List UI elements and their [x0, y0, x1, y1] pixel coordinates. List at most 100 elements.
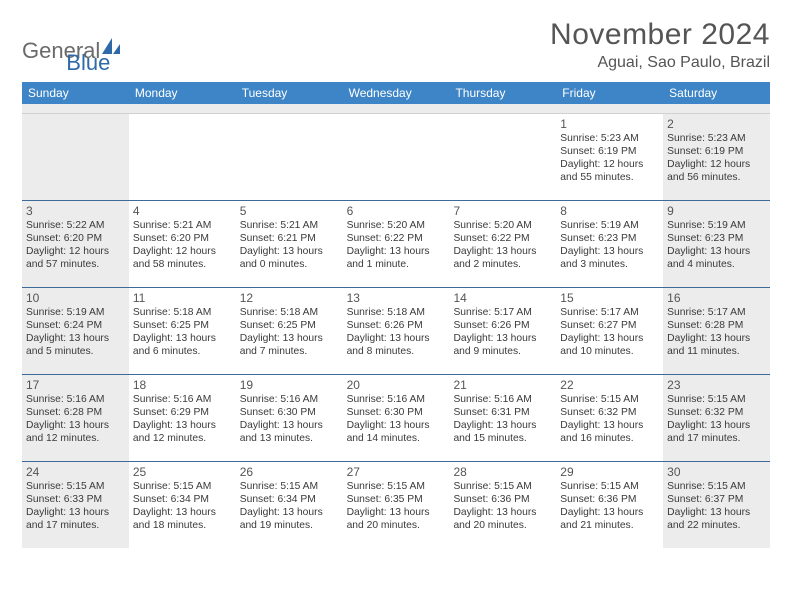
day-number: 7: [453, 204, 552, 219]
daylight-text: Daylight: 13 hours and 16 minutes.: [560, 420, 659, 446]
day-number: 10: [26, 291, 125, 306]
sunrise-text: Sunrise: 5:15 AM: [560, 394, 659, 407]
sunrise-text: Sunrise: 5:19 AM: [667, 220, 766, 233]
sunrise-text: Sunrise: 5:23 AM: [560, 133, 659, 146]
sunset-text: Sunset: 6:23 PM: [560, 233, 659, 246]
day-number: 15: [560, 291, 659, 306]
weeks-container: 1Sunrise: 5:23 AMSunset: 6:19 PMDaylight…: [22, 114, 770, 548]
daylight-text: Daylight: 13 hours and 21 minutes.: [560, 507, 659, 533]
sunset-text: Sunset: 6:24 PM: [26, 320, 125, 333]
sunrise-text: Sunrise: 5:19 AM: [26, 307, 125, 320]
day-number: 30: [667, 465, 766, 480]
day-number: 9: [667, 204, 766, 219]
day-header: Sunday: [22, 82, 129, 104]
sunrise-text: Sunrise: 5:19 AM: [560, 220, 659, 233]
sunrise-text: Sunrise: 5:18 AM: [240, 307, 339, 320]
week-row: 10Sunrise: 5:19 AMSunset: 6:24 PMDayligh…: [22, 287, 770, 374]
daylight-text: Daylight: 13 hours and 22 minutes.: [667, 507, 766, 533]
day-number: 2: [667, 117, 766, 132]
sunset-text: Sunset: 6:36 PM: [453, 494, 552, 507]
daylight-text: Daylight: 13 hours and 6 minutes.: [133, 333, 232, 359]
day-cell: 13Sunrise: 5:18 AMSunset: 6:26 PMDayligh…: [343, 288, 450, 374]
day-cell: 1Sunrise: 5:23 AMSunset: 6:19 PMDaylight…: [556, 114, 663, 200]
daylight-text: Daylight: 13 hours and 1 minute.: [347, 246, 446, 272]
day-header-row: Sunday Monday Tuesday Wednesday Thursday…: [22, 82, 770, 104]
daylight-text: Daylight: 13 hours and 11 minutes.: [667, 333, 766, 359]
week-row: 1Sunrise: 5:23 AMSunset: 6:19 PMDaylight…: [22, 114, 770, 200]
day-cell: [236, 114, 343, 200]
day-number: 25: [133, 465, 232, 480]
sunrise-text: Sunrise: 5:15 AM: [453, 481, 552, 494]
sunset-text: Sunset: 6:33 PM: [26, 494, 125, 507]
sunset-text: Sunset: 6:25 PM: [133, 320, 232, 333]
logo: General Blue: [22, 18, 110, 76]
day-cell: 15Sunrise: 5:17 AMSunset: 6:27 PMDayligh…: [556, 288, 663, 374]
day-header: Friday: [556, 82, 663, 104]
sunset-text: Sunset: 6:26 PM: [347, 320, 446, 333]
day-cell: 29Sunrise: 5:15 AMSunset: 6:36 PMDayligh…: [556, 462, 663, 548]
page-title: November 2024: [550, 18, 770, 52]
day-number: 4: [133, 204, 232, 219]
day-number: 18: [133, 378, 232, 393]
sunset-text: Sunset: 6:32 PM: [667, 407, 766, 420]
day-number: 22: [560, 378, 659, 393]
daylight-text: Daylight: 13 hours and 15 minutes.: [453, 420, 552, 446]
sunset-text: Sunset: 6:37 PM: [667, 494, 766, 507]
sunrise-text: Sunrise: 5:15 AM: [347, 481, 446, 494]
day-number: 12: [240, 291, 339, 306]
day-cell: 11Sunrise: 5:18 AMSunset: 6:25 PMDayligh…: [129, 288, 236, 374]
sunrise-text: Sunrise: 5:16 AM: [240, 394, 339, 407]
sunrise-text: Sunrise: 5:23 AM: [667, 133, 766, 146]
day-number: 13: [347, 291, 446, 306]
daylight-text: Daylight: 13 hours and 3 minutes.: [560, 246, 659, 272]
daylight-text: Daylight: 13 hours and 0 minutes.: [240, 246, 339, 272]
day-cell: 16Sunrise: 5:17 AMSunset: 6:28 PMDayligh…: [663, 288, 770, 374]
week-row: 24Sunrise: 5:15 AMSunset: 6:33 PMDayligh…: [22, 461, 770, 548]
week-row: 17Sunrise: 5:16 AMSunset: 6:28 PMDayligh…: [22, 374, 770, 461]
page-subtitle: Aguai, Sao Paulo, Brazil: [550, 54, 770, 72]
sunset-text: Sunset: 6:30 PM: [347, 407, 446, 420]
day-cell: 26Sunrise: 5:15 AMSunset: 6:34 PMDayligh…: [236, 462, 343, 548]
sunset-text: Sunset: 6:27 PM: [560, 320, 659, 333]
logo-text-blue: Blue: [66, 50, 110, 76]
daylight-text: Daylight: 13 hours and 12 minutes.: [26, 420, 125, 446]
sunrise-text: Sunrise: 5:16 AM: [453, 394, 552, 407]
sunset-text: Sunset: 6:19 PM: [667, 146, 766, 159]
day-number: 3: [26, 204, 125, 219]
day-number: 8: [560, 204, 659, 219]
day-number: 6: [347, 204, 446, 219]
daylight-text: Daylight: 13 hours and 12 minutes.: [133, 420, 232, 446]
daylight-text: Daylight: 13 hours and 10 minutes.: [560, 333, 659, 359]
daylight-text: Daylight: 13 hours and 14 minutes.: [347, 420, 446, 446]
day-cell: 17Sunrise: 5:16 AMSunset: 6:28 PMDayligh…: [22, 375, 129, 461]
sunset-text: Sunset: 6:30 PM: [240, 407, 339, 420]
day-cell: [343, 114, 450, 200]
day-cell: 27Sunrise: 5:15 AMSunset: 6:35 PMDayligh…: [343, 462, 450, 548]
sunrise-text: Sunrise: 5:15 AM: [560, 481, 659, 494]
sunset-text: Sunset: 6:22 PM: [347, 233, 446, 246]
sunrise-text: Sunrise: 5:21 AM: [240, 220, 339, 233]
day-header: Saturday: [663, 82, 770, 104]
daylight-text: Daylight: 13 hours and 17 minutes.: [26, 507, 125, 533]
day-cell: 6Sunrise: 5:20 AMSunset: 6:22 PMDaylight…: [343, 201, 450, 287]
day-number: 27: [347, 465, 446, 480]
day-cell: 3Sunrise: 5:22 AMSunset: 6:20 PMDaylight…: [22, 201, 129, 287]
day-cell: 10Sunrise: 5:19 AMSunset: 6:24 PMDayligh…: [22, 288, 129, 374]
day-cell: 22Sunrise: 5:15 AMSunset: 6:32 PMDayligh…: [556, 375, 663, 461]
day-number: 5: [240, 204, 339, 219]
sunset-text: Sunset: 6:28 PM: [667, 320, 766, 333]
day-cell: 7Sunrise: 5:20 AMSunset: 6:22 PMDaylight…: [449, 201, 556, 287]
day-number: 29: [560, 465, 659, 480]
day-cell: 2Sunrise: 5:23 AMSunset: 6:19 PMDaylight…: [663, 114, 770, 200]
day-header: Monday: [129, 82, 236, 104]
sunset-text: Sunset: 6:32 PM: [560, 407, 659, 420]
sunrise-text: Sunrise: 5:15 AM: [667, 394, 766, 407]
day-number: 17: [26, 378, 125, 393]
sunrise-text: Sunrise: 5:16 AM: [133, 394, 232, 407]
sunset-text: Sunset: 6:25 PM: [240, 320, 339, 333]
sunrise-text: Sunrise: 5:17 AM: [560, 307, 659, 320]
day-cell: 9Sunrise: 5:19 AMSunset: 6:23 PMDaylight…: [663, 201, 770, 287]
day-cell: 8Sunrise: 5:19 AMSunset: 6:23 PMDaylight…: [556, 201, 663, 287]
sunset-text: Sunset: 6:21 PM: [240, 233, 339, 246]
daylight-text: Daylight: 13 hours and 5 minutes.: [26, 333, 125, 359]
